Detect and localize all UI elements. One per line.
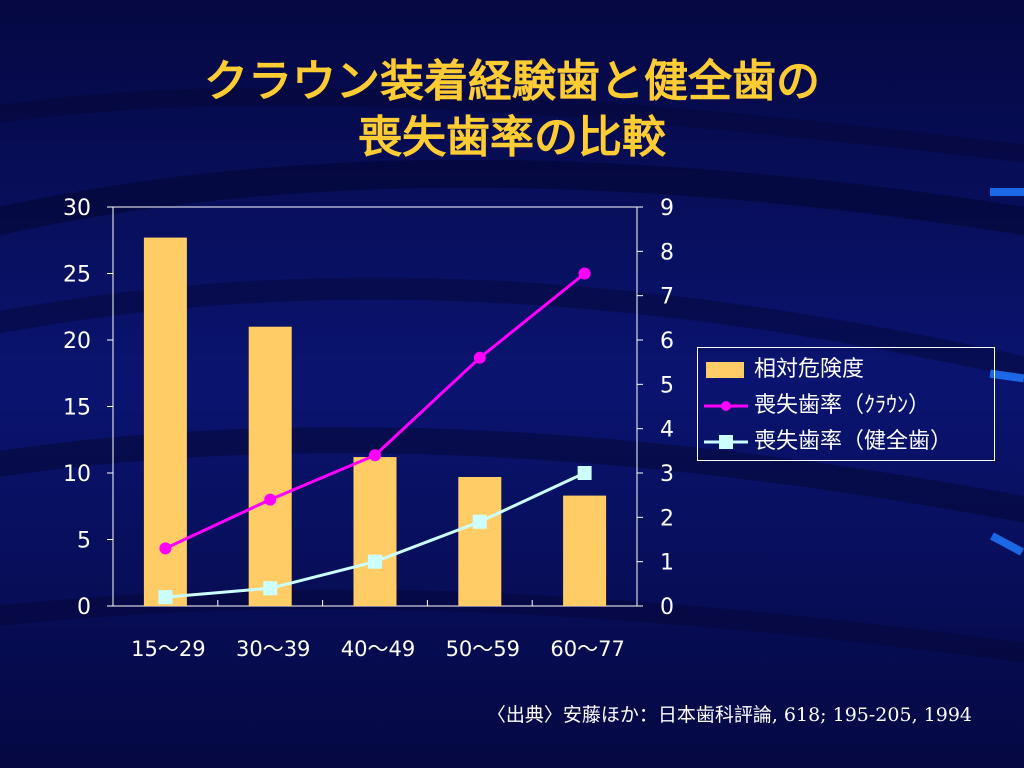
right-tick-label: 6 (660, 329, 674, 354)
legend-swatch-circle-line (704, 401, 748, 411)
healthy-loss-point (368, 554, 382, 569)
legend-swatch-bar (706, 362, 744, 378)
x-category-label: 50～59 (446, 637, 520, 661)
x-category-label: 60～77 (550, 637, 624, 661)
crown-loss-point (264, 493, 277, 506)
left-tick-label: 30 (63, 196, 91, 221)
right-tick-label: 3 (660, 462, 674, 487)
right-tick-label: 5 (660, 373, 674, 398)
right-axis: 0 1 2 3 4 5 6 7 8 9 (637, 196, 674, 620)
line-series (158, 267, 592, 605)
right-tick-label: 9 (660, 196, 674, 221)
legend-swatch-square-line (704, 435, 748, 449)
legend-item-crown-loss-rate: 喪失歯率（ｸﾗｳﾝ） (702, 390, 992, 422)
crown-loss-point (473, 351, 486, 364)
left-tick-label: 15 (63, 396, 91, 421)
slide-title-line-2: 喪失歯率の比較 (358, 112, 666, 163)
source-citation: 〈出典〉安藤ほか：日本歯科評論, 618; 195-205, 1994 (486, 704, 972, 726)
legend-label: 喪失歯率（ｸﾗｳﾝ） (754, 393, 931, 418)
x-category-label: 15～29 (131, 637, 205, 661)
right-tick-label: 4 (660, 418, 674, 443)
healthy-loss-point (263, 581, 278, 596)
right-tick-label: 2 (660, 506, 674, 531)
legend-item-healthy-loss-rate: 喪失歯率（健全歯） (702, 426, 992, 458)
healthy-loss-point (577, 466, 592, 480)
crown-loss-point (369, 449, 381, 462)
legend-item-relative-risk: 相対危険度 (702, 354, 992, 386)
legend-label: 喪失歯率（健全歯） (754, 429, 953, 454)
left-tick-label: 0 (77, 595, 91, 620)
crown-loss-point (159, 542, 172, 555)
bar (563, 495, 607, 606)
left-tick-label: 10 (63, 462, 91, 487)
right-tick-label: 7 (660, 285, 674, 310)
right-tick-label: 8 (660, 240, 674, 265)
bar (353, 457, 397, 606)
chart-legend: 相対危険度 喪失歯率（ｸﾗｳﾝ） 喪失歯率（健全歯） (697, 347, 995, 461)
bar (458, 476, 502, 606)
right-tick-label: 0 (660, 595, 674, 620)
legend-label: 相対危険度 (754, 357, 865, 382)
x-category-label: 40～49 (341, 637, 415, 661)
crown-loss-point (578, 267, 591, 280)
x-category-label: 30～39 (236, 637, 310, 661)
left-tick-label: 5 (77, 529, 91, 554)
bar-series (143, 237, 607, 606)
bar (248, 326, 292, 606)
left-tick-label: 20 (63, 329, 91, 354)
healthy-loss-point (472, 514, 487, 529)
right-tick-label: 1 (660, 551, 674, 576)
x-axis: 15～29 30～39 40～49 50～59 60～77 (131, 600, 625, 661)
slide-title-line-1: クラウン装着経験歯と健全歯の (204, 56, 820, 107)
healthy-loss-point (158, 590, 173, 605)
left-tick-label: 25 (63, 263, 91, 288)
left-axis: 0 5 10 15 20 25 30 (63, 196, 113, 620)
